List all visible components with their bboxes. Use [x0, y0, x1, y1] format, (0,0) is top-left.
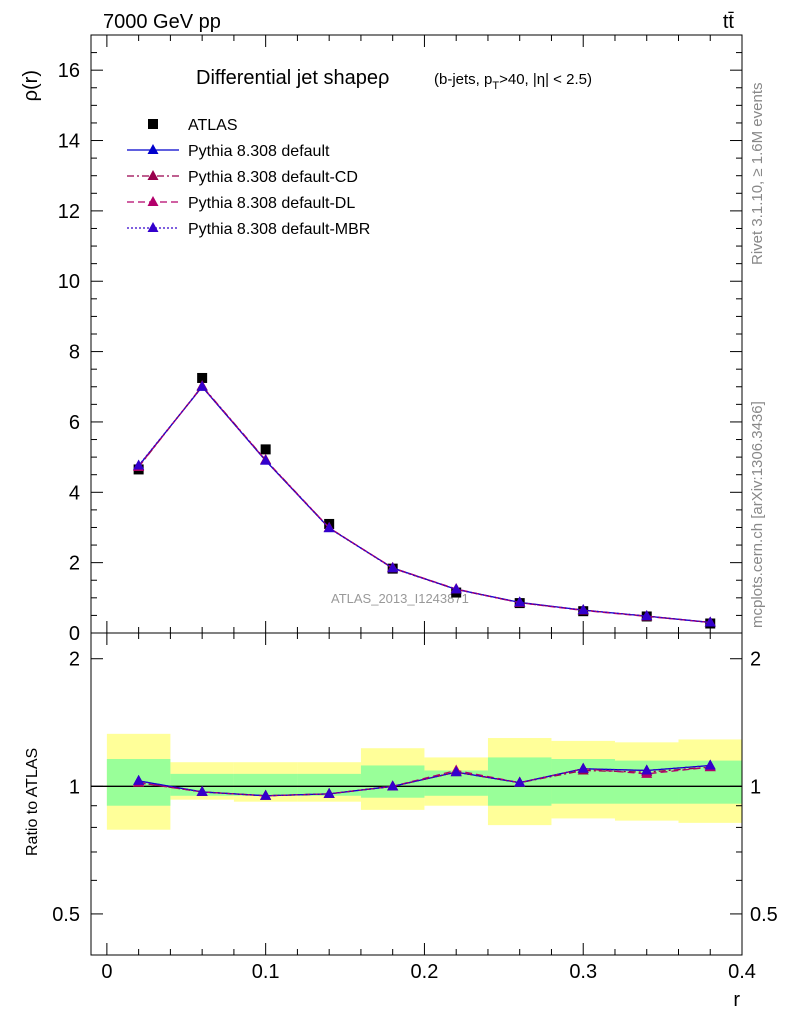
- mc-series-3-marker: [641, 610, 653, 621]
- ratio-y-tick-label-right: 2: [750, 649, 761, 671]
- mc-series-3-marker: [387, 562, 399, 573]
- ratio-series-3-marker: [704, 759, 716, 770]
- ratio-series-3-marker: [323, 787, 335, 798]
- mc-series-3-marker: [133, 459, 145, 470]
- ratio-y-tick-label: 0.5: [52, 904, 80, 926]
- legend-label: Pythia 8.308 default-DL: [188, 195, 355, 212]
- mc-series-2-line: [138, 385, 711, 624]
- ratio-series-3-marker: [387, 780, 399, 791]
- ratio-y-tick-label: 2: [69, 649, 80, 671]
- atlas-data-point: [260, 444, 271, 455]
- main-panel: Differential jet shapeρ (b-jets, pT>40, …: [20, 34, 743, 645]
- ratio-series-3-marker: [577, 762, 589, 773]
- legend-marker: [147, 222, 159, 232]
- mc-series-3-line: [138, 385, 711, 624]
- y-tick-label: 2: [69, 553, 80, 575]
- ratio-series-3-marker: [450, 766, 462, 777]
- y-tick-label: 16: [58, 60, 80, 82]
- ratio-ylabel: Ratio to ATLAS: [24, 748, 41, 856]
- y-tick-label: 10: [58, 271, 80, 293]
- ratio-plot-content: 0.5 0.5 1 1 2 2 0 0.1 0.2 0.3 0.4: [52, 633, 778, 983]
- x-tick-label: 0.2: [411, 961, 439, 983]
- process-label: tt̄: [723, 11, 735, 33]
- x-axis-label: r: [733, 989, 740, 1011]
- y-tick-label: 14: [58, 131, 80, 153]
- legend-marker: [147, 144, 159, 154]
- uncertainty-band-inner: [170, 773, 234, 796]
- y-tick-label: 0: [69, 623, 80, 645]
- main-title: Differential jet shapeρ: [196, 67, 389, 89]
- x-tick-label: 0.3: [569, 961, 597, 983]
- y-tick-label: 4: [69, 482, 80, 504]
- ratio-series-3-line: [138, 764, 711, 797]
- main-ylabel: ρ(r): [20, 70, 42, 101]
- legend: ATLAS Pythia 8.308 default Pythia 8.308 de…: [127, 117, 370, 238]
- mc-series-3-marker: [704, 616, 716, 627]
- legend-label: ATLAS: [188, 117, 238, 134]
- legend-marker: [148, 119, 158, 129]
- legend-marker: [147, 170, 159, 180]
- ratio-series-3-marker: [133, 774, 145, 785]
- mc-series-3-marker: [577, 604, 589, 615]
- ratio-panel: 0.5 0.5 1 1 2 2 0 0.1 0.2 0.3 0.4 Ratio to ATLAS r: [24, 632, 778, 1011]
- ratio-y-tick-label-right: 1: [750, 776, 761, 798]
- mc-series-3-marker: [260, 454, 272, 465]
- ratio-frame: [90, 632, 743, 956]
- legend-marker: [147, 196, 159, 206]
- atlas-data-point: [197, 372, 208, 383]
- mc-series-1-line: [138, 385, 711, 624]
- ratio-y-tick-label: 1: [69, 776, 80, 798]
- ratio-series-2-line: [138, 766, 711, 797]
- energy-label: 7000 GeV pp: [103, 11, 221, 33]
- y-tick-label: 6: [69, 412, 80, 434]
- side-label-bottom: mcplots.cern.ch [arXiv:1306.3436]: [749, 401, 766, 628]
- mc-series-0-line: [138, 385, 711, 624]
- legend-label: Pythia 8.308 default: [188, 143, 330, 160]
- legend-label: Pythia 8.308 default-CD: [188, 169, 358, 186]
- x-tick-label: 0.1: [252, 961, 280, 983]
- main-subtitle: (b-jets, pT>40, |η| < 2.5): [434, 71, 592, 92]
- watermark: ATLAS_2013_I1243871: [331, 591, 469, 606]
- ratio-y-tick-label-right: 0.5: [750, 904, 778, 926]
- y-tick-label: 12: [58, 201, 80, 223]
- mc-series-3-marker: [196, 380, 208, 391]
- x-tick-label: 0: [101, 961, 112, 983]
- ratio-series-3-marker: [260, 789, 272, 800]
- mc-series-3-marker: [450, 583, 462, 594]
- mc-series-3-marker: [323, 522, 335, 533]
- uncertainty-band-inner: [233, 773, 298, 796]
- x-tick-label: 0.4: [728, 961, 756, 983]
- ratio-series-3-marker: [641, 764, 653, 775]
- side-label-top: Rivet 3.1.10, ≥ 1.6M events: [749, 83, 766, 266]
- uncertainty-band-inner: [297, 773, 361, 796]
- y-tick-label: 8: [69, 342, 80, 364]
- ratio-series-3-marker: [196, 785, 208, 796]
- ratio-series-3-marker: [514, 776, 526, 787]
- legend-label: Pythia 8.308 default-MBR: [188, 221, 370, 238]
- mc-series-3-marker: [514, 596, 526, 607]
- main-plot-content: 0 2 4 6 8 10 12 14 16: [58, 34, 743, 645]
